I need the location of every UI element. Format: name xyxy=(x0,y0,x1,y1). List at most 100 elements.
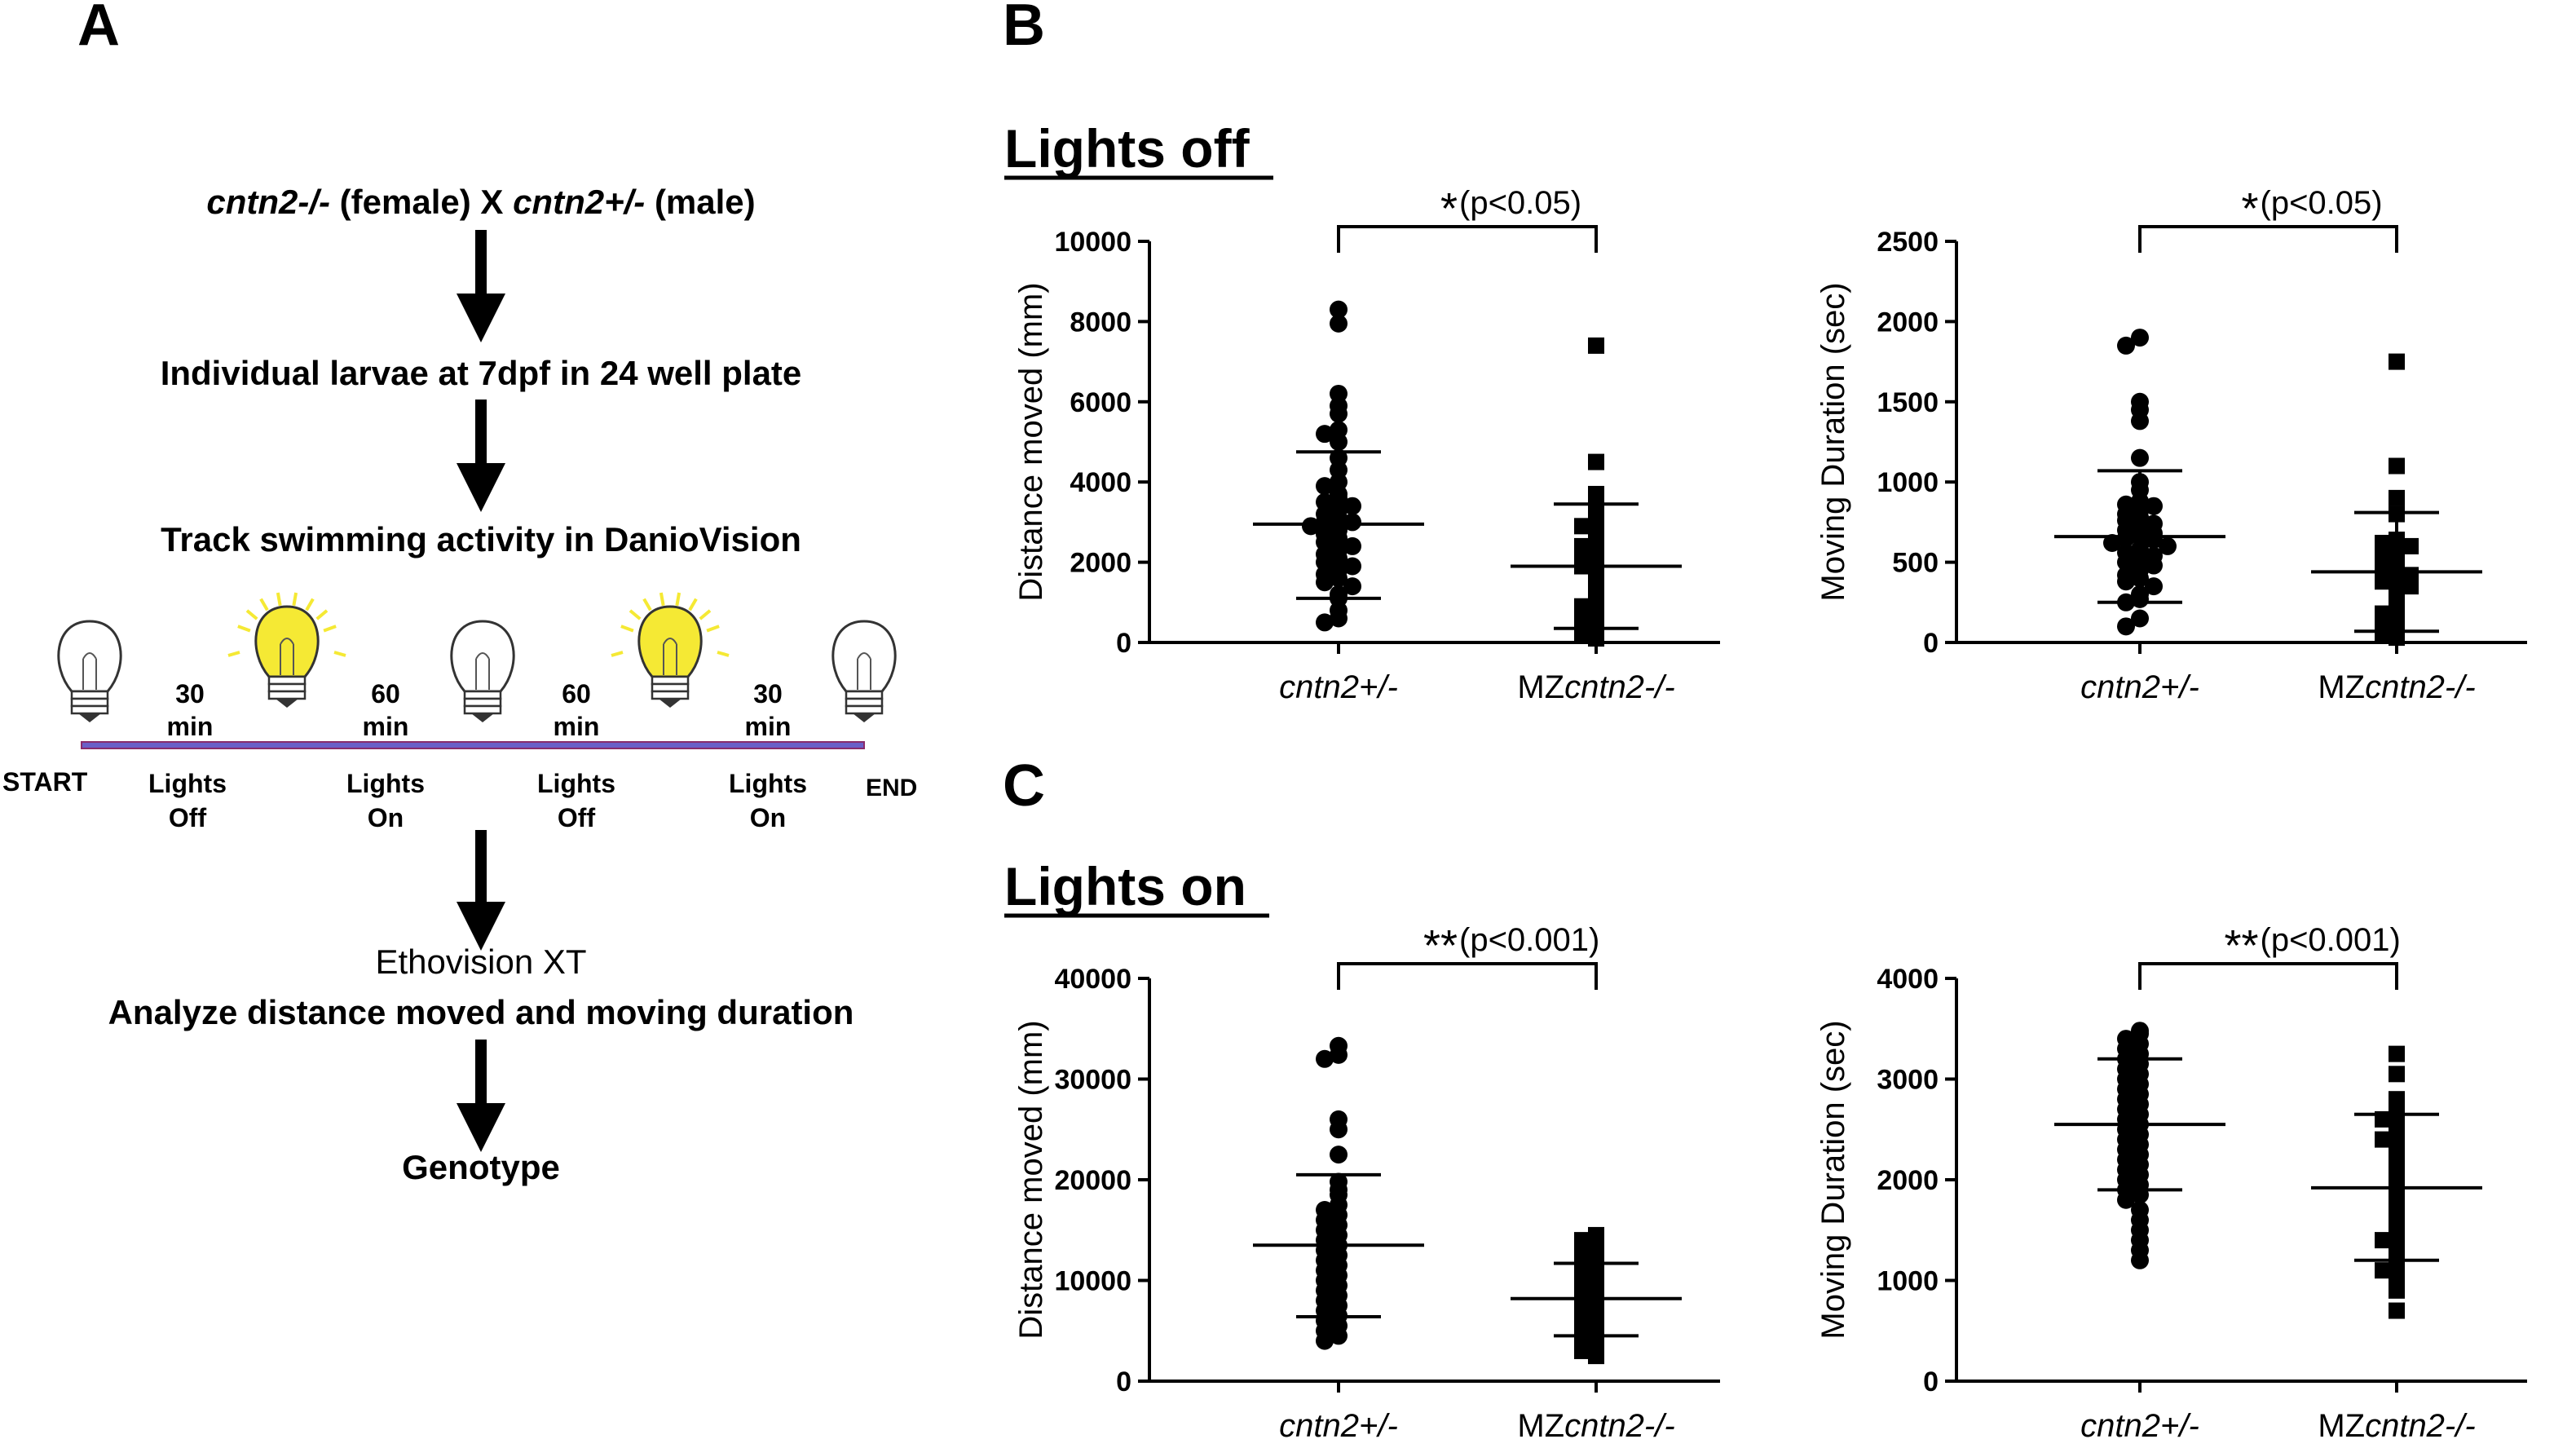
data-point xyxy=(1330,1327,1348,1345)
data-point xyxy=(1330,404,1348,423)
y-tick-label: 4000 xyxy=(1070,467,1131,498)
series-cntn2+/- xyxy=(2054,1022,2225,1269)
data-point xyxy=(1330,314,1348,333)
data-point xyxy=(1343,536,1361,555)
y-tick-label: 1000 xyxy=(1877,467,1939,498)
chart-c-right: 0 1000 2000 3000 4000 cntn2+/- MZcntn2-/- Movin… xyxy=(1815,921,2527,1444)
step-ethovision-1: Ethovision XT xyxy=(375,943,586,981)
step-larvae: Individual larvae at 7dpf in 24 well pla… xyxy=(161,354,802,392)
timeline-phase-line2: On xyxy=(368,803,404,832)
data-point xyxy=(1574,1342,1590,1359)
y-tick-label: 10000 xyxy=(1054,1266,1131,1297)
y-axis-label: Distance moved (mm) xyxy=(1013,1020,1049,1339)
flow-arrow-3 xyxy=(457,830,505,951)
data-point xyxy=(1316,425,1334,444)
panel-c-heading: Lights on xyxy=(1004,856,1246,916)
timeline-phase-line1: Lights xyxy=(537,769,615,798)
significance-label: (p<0.05) xyxy=(1459,185,1581,221)
y-axis-label: Moving Duration (sec) xyxy=(1815,1020,1851,1339)
flow-arrow-2 xyxy=(457,400,505,512)
data-point xyxy=(2145,577,2163,596)
y-tick-label: 3000 xyxy=(1877,1065,1939,1096)
data-point xyxy=(1316,613,1334,632)
bulb-off-icon xyxy=(831,620,897,722)
timeline-phase-line1: Lights xyxy=(729,769,807,798)
x-category-label: MZcntn2-/- xyxy=(2318,669,2475,705)
series-cntn2+/- xyxy=(1253,300,1424,632)
data-point xyxy=(1316,1331,1334,1350)
panel-a-letter: A xyxy=(77,0,120,58)
y-tick-label: 2500 xyxy=(1877,227,1939,258)
data-point xyxy=(2131,412,2149,430)
data-point xyxy=(2389,457,2405,475)
y-tick-label: 0 xyxy=(1923,628,1939,659)
data-point xyxy=(2117,336,2135,355)
significance-label: (p<0.001) xyxy=(1459,922,1599,958)
timeline-phase-line2: Off xyxy=(558,803,596,832)
bulb-off-icon xyxy=(57,620,122,722)
data-point xyxy=(2103,533,2121,552)
step-genotype: Genotype xyxy=(402,1148,560,1186)
significance-label: (p<0.001) xyxy=(2261,922,2401,958)
data-point xyxy=(2145,497,2163,515)
chart-b-right: 0 500 1000 1500 2000 2500 cntn2+/- MZcntn2-/- Mo… xyxy=(1815,184,2527,705)
significance-bracket xyxy=(1337,962,1598,990)
bulb-on-icon xyxy=(227,592,346,708)
data-point xyxy=(2375,605,2391,622)
male-genotype: cntn2+/- xyxy=(513,183,645,221)
panel-a: A cntn2-/- (female) X cntn2+/- (male) In… xyxy=(2,0,917,1186)
significance-bracket xyxy=(1337,225,1598,253)
data-point xyxy=(1588,453,1604,470)
data-point xyxy=(1343,557,1361,576)
data-point xyxy=(2131,609,2149,628)
data-point xyxy=(2402,578,2419,595)
timeline-duration-unit: min xyxy=(167,712,214,741)
y-axis-label: Distance moved (mm) xyxy=(1013,282,1049,601)
data-point xyxy=(2389,1045,2405,1062)
data-point xyxy=(2159,536,2177,555)
x-category-label: MZcntn2-/- xyxy=(1517,1408,1674,1444)
step-ethovision-2: Analyze distance moved and moving durati… xyxy=(108,993,854,1031)
timeline-end: END xyxy=(866,775,917,801)
significance-bracket xyxy=(2138,225,2398,253)
data-point xyxy=(1574,518,1590,535)
timeline-duration-num: 30 xyxy=(753,679,783,709)
data-point xyxy=(1343,513,1361,532)
data-point xyxy=(2375,1131,2391,1148)
y-tick-label: 0 xyxy=(1116,1366,1131,1397)
data-point xyxy=(1330,1120,1348,1139)
data-point xyxy=(2389,353,2405,370)
data-point xyxy=(2389,1302,2405,1319)
y-tick-label: 1000 xyxy=(1877,1266,1939,1297)
data-point xyxy=(2389,1066,2405,1083)
flow-arrow-4 xyxy=(457,1040,505,1152)
data-point xyxy=(2131,1251,2149,1269)
y-tick-label: 2000 xyxy=(1877,307,1939,338)
timeline-duration-unit: min xyxy=(363,712,409,741)
data-point xyxy=(1330,1146,1348,1164)
timeline-duration-num: 60 xyxy=(371,679,400,709)
data-point xyxy=(2117,553,2135,572)
y-tick-label: 8000 xyxy=(1070,307,1131,338)
data-point xyxy=(1316,1049,1334,1068)
female-genotype: cntn2-/- xyxy=(206,183,330,221)
x-category-label: cntn2+/- xyxy=(2080,1408,2199,1444)
y-tick-label: 2000 xyxy=(1877,1165,1939,1196)
data-point xyxy=(2117,617,2135,636)
bulb-off-icon xyxy=(450,620,515,722)
y-tick-label: 500 xyxy=(1892,548,1939,579)
data-point xyxy=(2375,544,2391,561)
data-point xyxy=(1343,497,1361,515)
step-track: Track swimming activity in DanioVision xyxy=(161,520,801,558)
y-tick-label: 0 xyxy=(1923,1366,1939,1397)
data-point xyxy=(1574,626,1590,643)
series-MZcntn2-/- xyxy=(1511,1226,1682,1365)
y-tick-label: 30000 xyxy=(1054,1065,1131,1096)
data-point xyxy=(2117,1190,2135,1209)
timeline-duration-num: 30 xyxy=(175,679,205,709)
flow-arrow-1 xyxy=(457,230,505,342)
male-label: (male) xyxy=(645,183,755,221)
y-tick-label: 1500 xyxy=(1877,387,1939,418)
timeline-bar xyxy=(81,741,865,749)
